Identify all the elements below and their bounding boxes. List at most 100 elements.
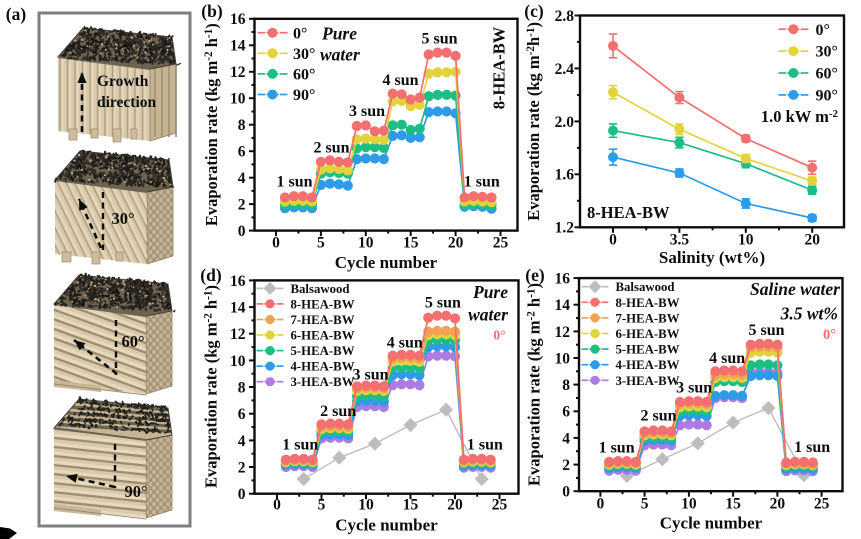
svg-text:10: 10 — [681, 496, 697, 513]
svg-text:3-HEA-BW: 3-HEA-BW — [291, 375, 355, 389]
svg-text:8-HEA-BW: 8-HEA-BW — [490, 26, 509, 109]
svg-text:Salinity (wt%): Salinity (wt%) — [659, 248, 765, 267]
svg-text:Pure: Pure — [321, 24, 357, 44]
svg-text:2 sun: 2 sun — [313, 140, 349, 157]
svg-text:Evaporation rate (kg m-2h-1): Evaporation rate (kg m-2h-1) — [524, 22, 543, 221]
svg-text:2.4: 2.4 — [555, 61, 575, 78]
svg-text:8-HEA-BW: 8-HEA-BW — [616, 296, 680, 310]
svg-text:20: 20 — [770, 496, 786, 513]
svg-text:90°: 90° — [293, 87, 315, 104]
svg-text:8: 8 — [238, 117, 246, 134]
svg-text:25: 25 — [492, 497, 508, 514]
svg-text:15: 15 — [725, 496, 741, 513]
svg-text:2 sun: 2 sun — [640, 408, 676, 425]
svg-text:20: 20 — [804, 231, 820, 248]
svg-text:water: water — [468, 305, 508, 325]
svg-text:6: 6 — [238, 406, 246, 423]
svg-text:25: 25 — [493, 234, 509, 251]
svg-text:5-HEA-BW: 5-HEA-BW — [291, 344, 355, 358]
svg-text:0°: 0° — [493, 328, 505, 343]
svg-text:5 sun: 5 sun — [421, 31, 457, 48]
svg-text:15: 15 — [403, 497, 419, 514]
svg-text:(e): (e) — [525, 265, 545, 285]
svg-text:20: 20 — [447, 497, 463, 514]
svg-text:(b): (b) — [201, 1, 223, 21]
svg-text:0: 0 — [609, 231, 617, 248]
svg-text:4: 4 — [562, 430, 570, 447]
svg-text:Saline water: Saline water — [750, 279, 840, 299]
svg-text:Evaporation rate (kg m-2 h-1): Evaporation rate (kg m-2 h-1) — [202, 285, 221, 488]
svg-text:0: 0 — [238, 223, 246, 240]
svg-text:15: 15 — [403, 234, 419, 251]
svg-text:1 sun: 1 sun — [276, 174, 312, 191]
svg-text:4: 4 — [238, 433, 246, 450]
svg-text:1 sun: 1 sun — [282, 437, 318, 454]
svg-text:6-HEA-BW: 6-HEA-BW — [291, 329, 355, 343]
svg-text:30°: 30° — [111, 209, 134, 228]
svg-text:12: 12 — [230, 64, 246, 81]
svg-text:3 sun: 3 sun — [676, 380, 712, 397]
svg-text:12: 12 — [230, 326, 246, 343]
svg-text:8: 8 — [562, 377, 570, 394]
svg-text:25: 25 — [814, 496, 830, 513]
svg-text:14: 14 — [230, 300, 246, 317]
svg-text:2 sun: 2 sun — [320, 403, 356, 420]
svg-text:0: 0 — [238, 486, 246, 503]
svg-text:90°: 90° — [816, 88, 838, 105]
svg-text:water: water — [320, 45, 360, 65]
svg-text:Evaporation rate (kg m-2 h-1): Evaporation rate (kg m-2 h-1) — [525, 283, 544, 486]
svg-text:1 sun: 1 sun — [599, 440, 635, 457]
svg-text:8-HEA-BW: 8-HEA-BW — [291, 297, 355, 311]
svg-text:5: 5 — [318, 497, 326, 514]
svg-text:16: 16 — [230, 273, 246, 290]
svg-text:2: 2 — [562, 457, 570, 474]
svg-text:10: 10 — [230, 91, 246, 108]
svg-text:10: 10 — [358, 234, 374, 251]
svg-text:Growth: Growth — [97, 73, 149, 90]
svg-text:4 sun: 4 sun — [709, 350, 745, 367]
svg-text:5 sun: 5 sun — [748, 322, 784, 339]
svg-text:3 sun: 3 sun — [352, 367, 388, 384]
svg-text:4: 4 — [238, 170, 246, 187]
svg-text:30°: 30° — [816, 44, 838, 61]
svg-text:4 sun: 4 sun — [382, 72, 418, 89]
svg-text:4-HEA-BW: 4-HEA-BW — [291, 360, 355, 374]
svg-text:14: 14 — [555, 297, 571, 314]
svg-text:2: 2 — [238, 459, 246, 476]
svg-text:(a): (a) — [6, 4, 27, 24]
svg-text:Pure: Pure — [472, 282, 508, 302]
svg-text:7-HEA-BW: 7-HEA-BW — [291, 313, 355, 327]
svg-text:4 sun: 4 sun — [387, 335, 423, 352]
svg-text:8: 8 — [238, 379, 246, 396]
svg-text:60°: 60° — [816, 66, 838, 83]
svg-text:Cycle number: Cycle number — [660, 514, 763, 533]
svg-text:6-HEA-BW: 6-HEA-BW — [616, 327, 680, 341]
svg-text:10: 10 — [555, 350, 571, 367]
svg-text:60°: 60° — [293, 67, 315, 84]
svg-text:0: 0 — [562, 484, 570, 501]
svg-text:0°: 0° — [293, 25, 307, 42]
svg-text:8-HEA-BW: 8-HEA-BW — [587, 203, 670, 222]
svg-text:4-HEA-BW: 4-HEA-BW — [616, 358, 680, 372]
svg-text:0: 0 — [273, 497, 281, 514]
svg-text:30°: 30° — [293, 46, 315, 63]
svg-text:12: 12 — [555, 324, 571, 341]
svg-text:0°: 0° — [816, 22, 830, 39]
svg-text:90°: 90° — [124, 482, 147, 501]
svg-text:1 sun: 1 sun — [794, 439, 830, 456]
svg-text:16: 16 — [230, 11, 246, 28]
svg-text:1 sun: 1 sun — [467, 437, 503, 454]
svg-text:Balsawood: Balsawood — [291, 282, 350, 296]
svg-text:2.0: 2.0 — [555, 114, 575, 131]
svg-text:60°: 60° — [121, 332, 144, 351]
svg-text:1 sun: 1 sun — [464, 174, 500, 191]
svg-text:0: 0 — [597, 496, 605, 513]
svg-text:direction: direction — [97, 94, 157, 111]
svg-text:1.2: 1.2 — [555, 220, 575, 237]
svg-text:20: 20 — [448, 234, 464, 251]
svg-text:3.5 wt%: 3.5 wt% — [780, 304, 838, 324]
svg-text:14: 14 — [230, 38, 246, 55]
svg-text:6: 6 — [238, 144, 246, 161]
svg-text:1.6: 1.6 — [555, 167, 575, 184]
svg-text:0°: 0° — [823, 327, 836, 343]
